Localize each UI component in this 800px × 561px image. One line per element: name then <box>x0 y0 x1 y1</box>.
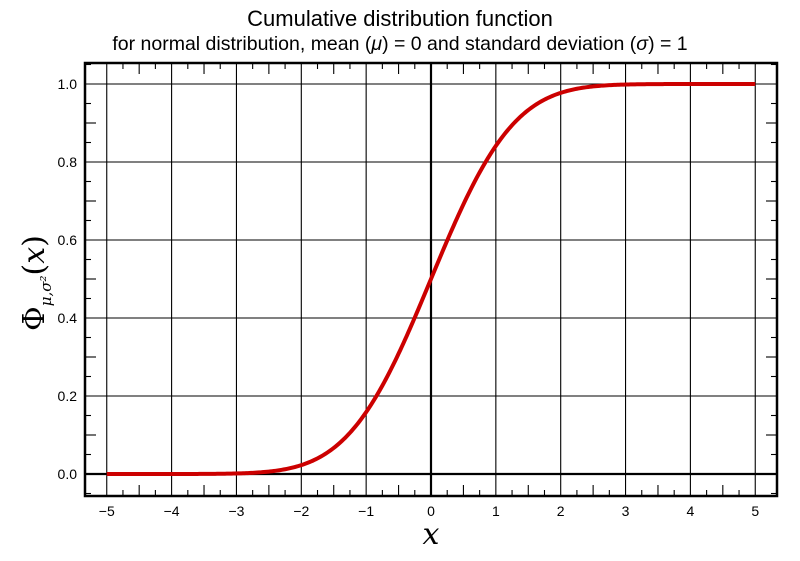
plot-frame <box>83 61 779 498</box>
arg: x <box>17 247 52 264</box>
x-tick-label: 4 <box>687 503 695 519</box>
x-tick-label: 0 <box>427 503 435 519</box>
paren-close: ) <box>17 235 52 247</box>
subtitle-suffix: ) = 1 <box>648 33 688 55</box>
sigma-symbol: σ <box>636 33 649 55</box>
y-tick-label: 0.4 <box>58 310 78 326</box>
subtitle-middle: ) = 0 and standard deviation ( <box>382 33 637 55</box>
y-tick-label: 0.6 <box>58 232 78 248</box>
subscript: μ,σ² <box>37 275 55 306</box>
y-tick-label: 0.0 <box>58 466 78 482</box>
x-tick-labels: −5 −4 −3 −2 −1 0 1 2 3 4 5 <box>99 503 760 519</box>
y-tick-label: 1.0 <box>58 76 78 92</box>
y-tick-label: 0.8 <box>58 154 78 170</box>
x-tick-label: 1 <box>492 503 500 519</box>
subtitle-prefix: for normal distribution, mean ( <box>112 33 372 55</box>
x-tick-label: −4 <box>164 503 180 519</box>
y-axis-label-text: Φμ,σ²(x) <box>17 235 55 331</box>
x-tick-label: −1 <box>358 503 374 519</box>
cdf-curve <box>106 82 756 476</box>
paren-open: ( <box>17 264 52 276</box>
x-tick-label: −3 <box>228 503 244 519</box>
chart-subtitle: for normal distribution, mean (μ) = 0 an… <box>0 33 800 56</box>
y-tick-labels: 0.0 0.2 0.4 0.6 0.8 1.0 <box>58 76 78 482</box>
x-tick-label: 5 <box>751 503 759 519</box>
y-tick-label: 0.2 <box>58 388 78 404</box>
mu-symbol: μ <box>371 33 383 55</box>
y-axis-label-group: Φμ,σ²(x) <box>17 235 55 331</box>
x-tick-label: −5 <box>99 503 115 519</box>
x-tick-label: −2 <box>293 503 309 519</box>
y-axis-label: Φμ,σ²(x) <box>17 235 55 331</box>
chart-title: Cumulative distribution function <box>247 6 553 31</box>
x-axis-label: x <box>423 517 440 552</box>
phi-symbol: Φ <box>17 306 52 331</box>
x-tick-label: 3 <box>622 503 630 519</box>
x-tick-label: 2 <box>557 503 565 519</box>
